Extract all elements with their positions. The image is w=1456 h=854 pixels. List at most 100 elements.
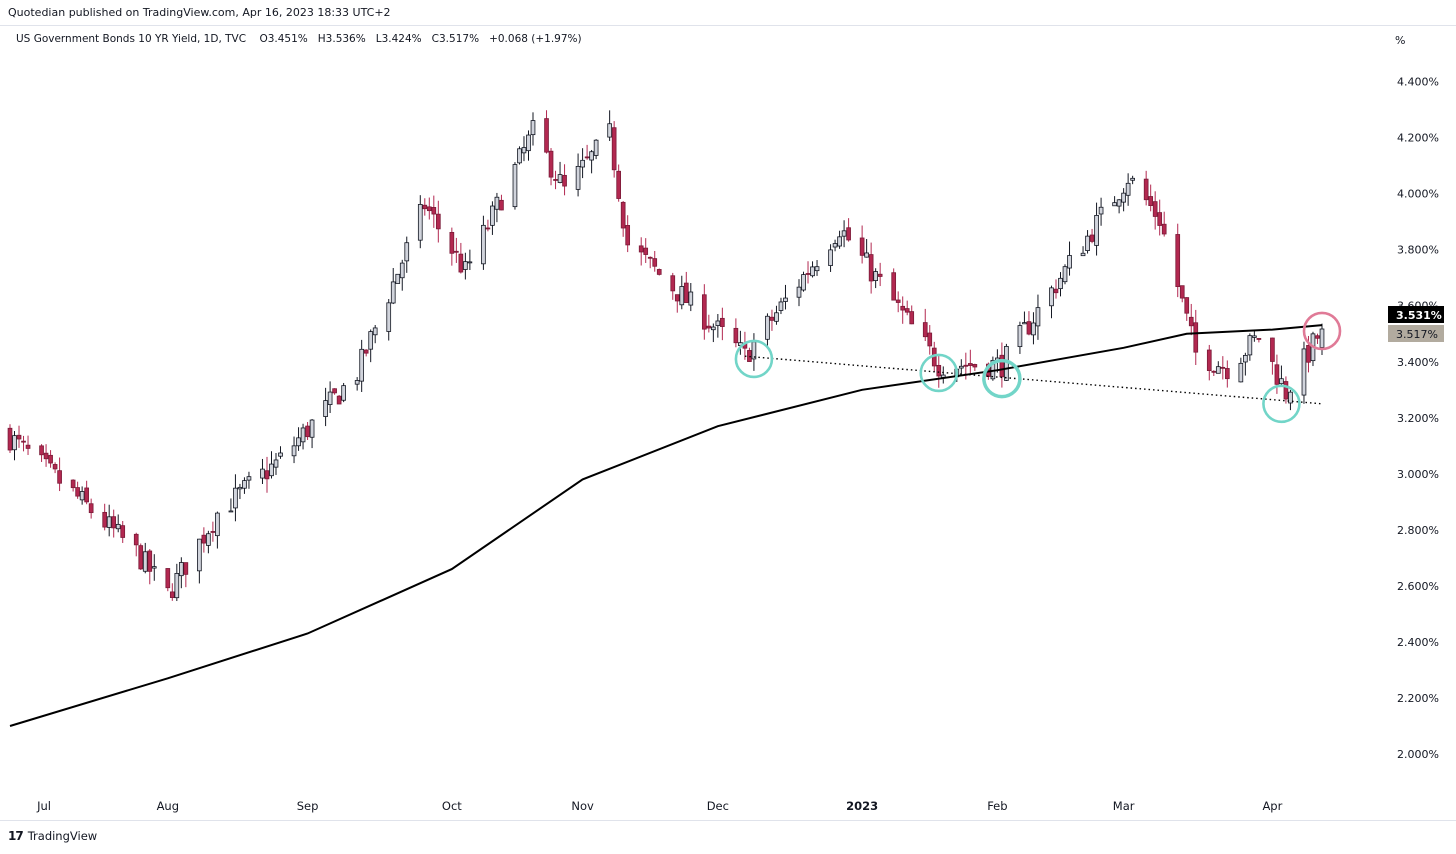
candle	[638, 237, 644, 266]
candlestick-chart[interactable]: 4.400%4.200%4.000%3.800%3.600%3.400%3.20…	[0, 26, 1456, 820]
candle	[864, 239, 869, 258]
candle	[1206, 344, 1212, 381]
candle-body	[557, 174, 563, 183]
candle-body	[174, 573, 180, 599]
candle	[246, 471, 252, 489]
candle	[1224, 360, 1230, 388]
ohlc-low: L3.424%	[375, 33, 422, 45]
candle-body	[336, 395, 342, 405]
candle-body	[133, 533, 139, 546]
candle	[422, 198, 428, 216]
candle	[967, 349, 973, 375]
candle-body	[1184, 297, 1190, 314]
candle	[1252, 329, 1257, 342]
candle-body	[215, 512, 220, 537]
x-tick-label: Oct	[442, 799, 462, 813]
candle	[1098, 197, 1104, 226]
candle-body	[1143, 178, 1149, 201]
candle	[1058, 272, 1063, 297]
candle	[242, 477, 247, 494]
annotation-circle	[982, 358, 1022, 399]
candle-body	[332, 388, 337, 394]
candle	[57, 457, 62, 492]
candle	[625, 215, 631, 253]
candle	[70, 479, 76, 492]
x-tick-label: 2023	[846, 799, 878, 813]
candle-body	[169, 591, 175, 599]
candle-body	[859, 237, 865, 256]
candle	[111, 509, 117, 538]
candle-body	[927, 332, 933, 347]
candle-body	[7, 427, 13, 451]
candle-body	[526, 134, 531, 152]
candle-body	[151, 566, 157, 569]
candle-body	[922, 322, 928, 338]
candle	[958, 359, 964, 376]
candle-body	[611, 127, 617, 171]
candle-body	[625, 225, 631, 246]
candle-body	[801, 274, 806, 291]
candle-body	[1130, 177, 1135, 181]
candle-body	[327, 391, 333, 405]
candle	[814, 260, 820, 276]
candle	[228, 498, 234, 513]
x-tick-label: Sep	[297, 799, 319, 813]
candle	[1247, 333, 1253, 361]
candle	[1215, 361, 1221, 374]
candle-body	[1215, 366, 1221, 374]
candle-body	[688, 291, 694, 306]
candle	[900, 296, 906, 324]
candle	[454, 237, 459, 263]
candle-body	[683, 282, 689, 304]
candle-body	[390, 281, 396, 304]
candle-body	[39, 445, 44, 456]
candle-body	[909, 311, 915, 325]
candle	[417, 195, 423, 249]
candle	[778, 297, 784, 315]
candle-body	[12, 435, 17, 451]
ohlc-change: +0.068 (+1.97%)	[489, 33, 582, 45]
candle-body	[1224, 368, 1230, 380]
candle	[706, 314, 712, 333]
candle-body	[183, 562, 189, 575]
candle	[178, 557, 184, 589]
candle	[332, 388, 337, 395]
candle-body	[1306, 345, 1311, 363]
candle-body	[972, 364, 978, 368]
tradingview-logo-icon: 17	[8, 829, 24, 843]
candle	[260, 458, 265, 484]
candle	[530, 112, 536, 146]
candle	[494, 192, 500, 223]
candle-body	[16, 434, 22, 440]
candle-body	[490, 205, 495, 226]
candle	[395, 273, 401, 284]
candle-body	[1247, 335, 1253, 356]
chart-header: US Government Bonds 10 YR Yield, 1D, TVC…	[16, 33, 582, 45]
candle	[575, 153, 581, 197]
candle	[1049, 285, 1054, 319]
candle	[273, 452, 279, 475]
y-unit-label: %	[1395, 34, 1405, 47]
candle-body	[548, 150, 554, 178]
candle-body	[904, 308, 910, 313]
candle	[458, 242, 464, 274]
footer: 17 TradingView	[8, 829, 97, 843]
candle	[557, 161, 563, 184]
candle	[1270, 337, 1275, 375]
candle	[1130, 175, 1135, 185]
candle	[336, 394, 342, 405]
candle	[670, 272, 676, 300]
candle	[972, 363, 978, 371]
candle-body	[733, 327, 739, 344]
candle	[169, 583, 175, 601]
candle	[12, 431, 17, 461]
x-tick-label: Nov	[571, 799, 594, 813]
candle	[75, 481, 80, 499]
candle	[1125, 173, 1131, 206]
candle-body	[228, 510, 234, 513]
candle-body	[1179, 285, 1185, 299]
candle-body	[422, 204, 428, 210]
candle	[877, 262, 883, 287]
candle	[1053, 279, 1059, 299]
candle-body	[458, 253, 464, 273]
